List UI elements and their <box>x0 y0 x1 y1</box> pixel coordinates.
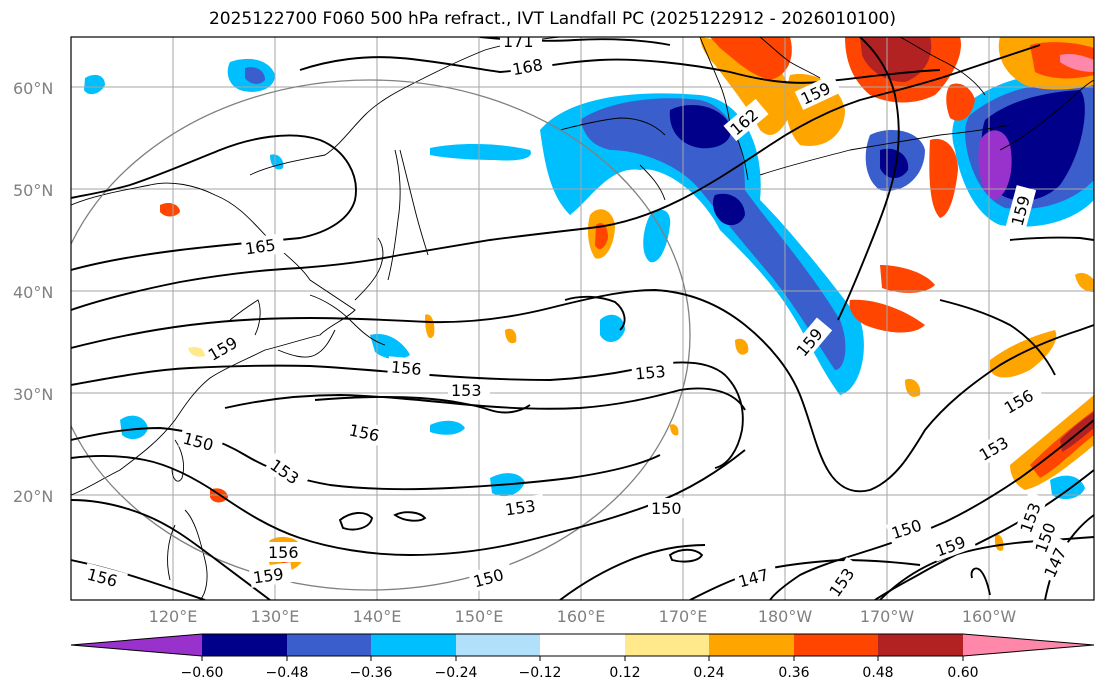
colorbar-segment <box>878 634 963 656</box>
colorbar-ticks <box>201 656 964 661</box>
contour-label: 165 <box>244 235 277 258</box>
positive-anomaly-shading <box>160 37 1094 572</box>
colorbar-segment <box>456 634 540 656</box>
colorbar-segment <box>709 634 794 656</box>
colorbar-tick-label: −0.60 <box>181 665 224 681</box>
contour-label: 171 <box>503 32 534 51</box>
map-plot-area: 171 168 165 162 159 159 159 159 156 156 … <box>71 32 1094 600</box>
lon-label: 170°W <box>860 607 915 626</box>
graticule <box>71 37 1094 600</box>
contour-label: 150 <box>651 499 682 518</box>
landfall-radius-circle <box>71 79 691 591</box>
colorbar-segment <box>625 634 709 656</box>
colorbar-tick-label: 0.12 <box>609 665 640 681</box>
lon-label: 160°E <box>557 607 606 626</box>
lon-label: 140°E <box>353 607 402 626</box>
contour-label: 156 <box>268 543 299 562</box>
contour-label: 153 <box>451 381 482 400</box>
colorbar-segment <box>287 634 371 656</box>
map-frame <box>70 36 1095 601</box>
contour-label: 153 <box>634 362 666 384</box>
latitude-labels: 60°N 50°N 40°N 30°N 20°N <box>13 79 53 506</box>
colorbar-tick-label: 0.60 <box>947 665 978 681</box>
contour-label: 156 <box>390 357 422 379</box>
lon-label: 160°W <box>962 607 1017 626</box>
longitude-labels: 120°E 130°E 140°E 150°E 160°E 170°E 180°… <box>149 607 1017 626</box>
colorbar-segment <box>540 634 625 656</box>
lat-label: 20°N <box>13 487 53 506</box>
colorbar-tick-label: −0.36 <box>350 665 393 681</box>
colorbar-tick-label: −0.48 <box>266 665 309 681</box>
lon-label: 130°E <box>251 607 300 626</box>
lat-label: 60°N <box>13 79 53 98</box>
contour-label: 153 <box>504 496 537 519</box>
map-title: 2025122700 F060 500 hPa refract., IVT La… <box>208 9 896 29</box>
lat-label: 50°N <box>13 181 53 200</box>
colorbar-tick-label: 0.24 <box>693 665 724 681</box>
colorbar-segment <box>202 634 287 656</box>
colorbar-extend-left <box>71 634 202 656</box>
colorbar-segment <box>371 634 456 656</box>
colorbar-tick-label: −0.24 <box>435 665 478 681</box>
lon-label: 120°E <box>149 607 198 626</box>
colorbar: −0.60 −0.48 −0.36 −0.24 −0.12 0.12 0.24 … <box>70 633 1095 681</box>
colorbar-tick-label: 0.36 <box>778 665 809 681</box>
lon-label: 150°E <box>455 607 504 626</box>
lon-label: 170°E <box>659 607 708 626</box>
colorbar-tick-label: 0.48 <box>862 665 893 681</box>
contour-label: 159 <box>252 564 285 587</box>
lat-label: 30°N <box>13 385 53 404</box>
coastlines <box>71 37 1094 600</box>
lat-label: 40°N <box>13 283 53 302</box>
colorbar-tick-label: −0.12 <box>519 665 562 681</box>
colorbar-tick-labels: −0.60 −0.48 −0.36 −0.24 −0.12 0.12 0.24 … <box>181 665 979 681</box>
lon-label: 180°W <box>758 607 813 626</box>
colorbar-extend-right <box>963 634 1094 656</box>
colorbar-segment <box>794 634 878 656</box>
